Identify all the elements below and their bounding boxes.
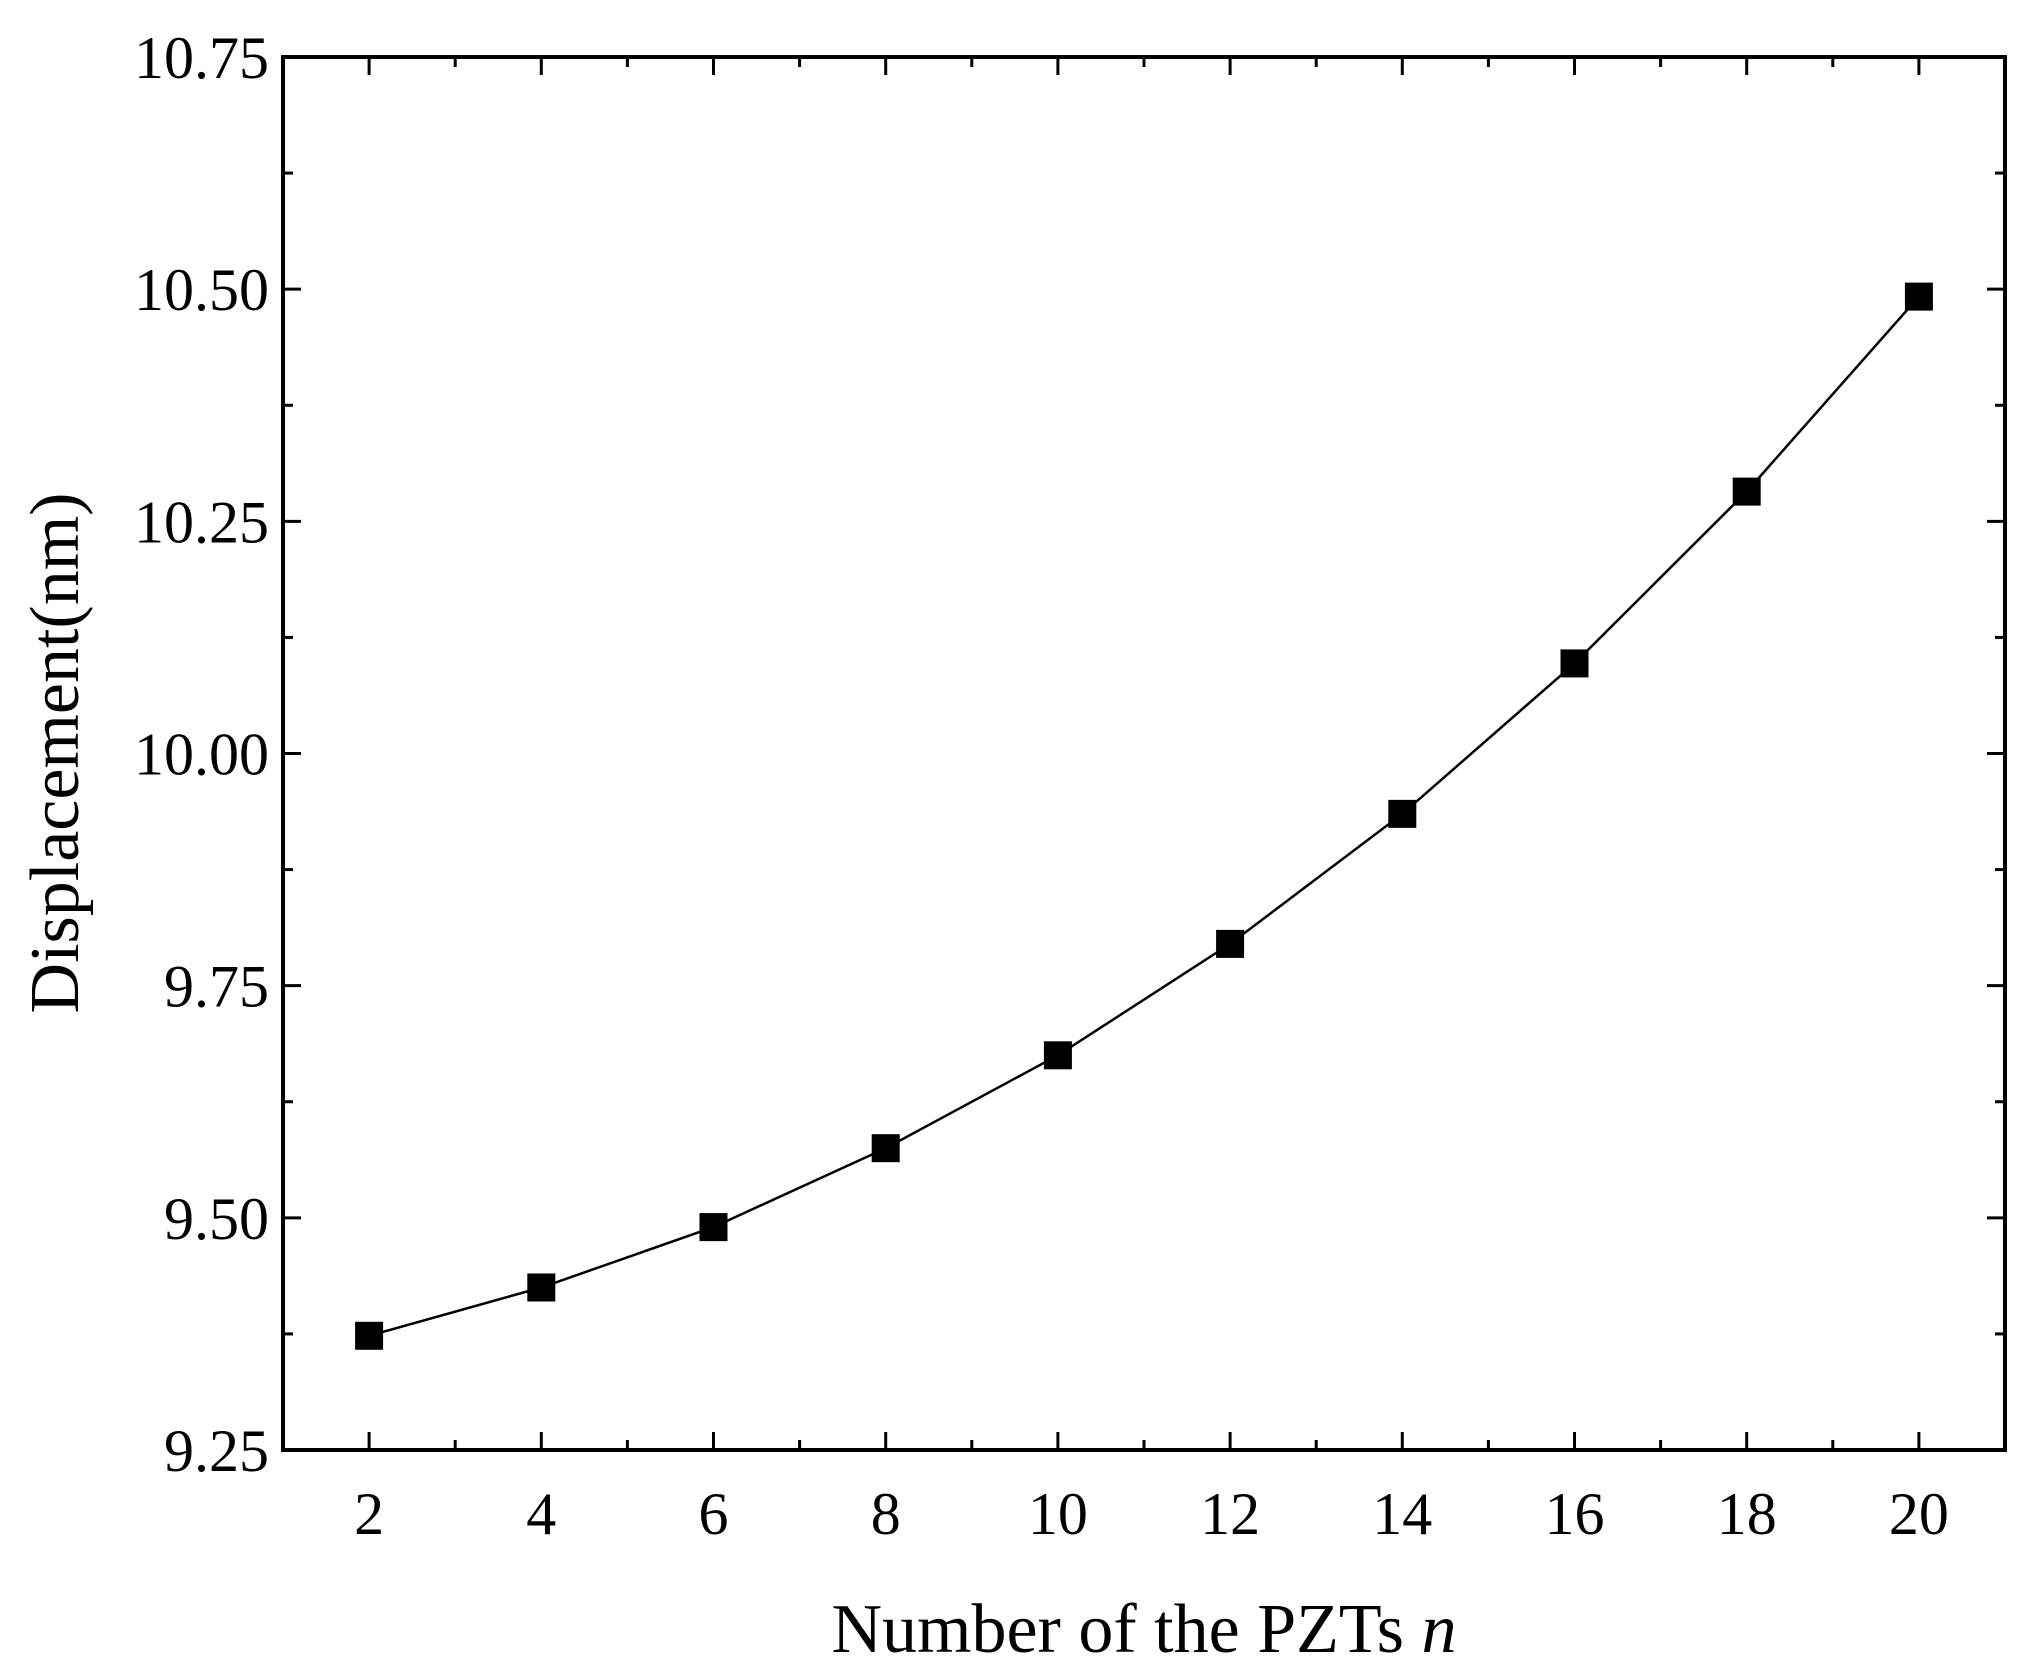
data-point-marker xyxy=(871,1134,900,1163)
x-tick-label: 20 xyxy=(1889,1481,1949,1547)
x-tick-label: 2 xyxy=(354,1481,384,1547)
x-axis-variable: n xyxy=(1422,1591,1457,1668)
y-tick-label: 9.50 xyxy=(164,1186,269,1252)
x-tick-label: 12 xyxy=(1200,1481,1260,1547)
series-line xyxy=(368,295,1920,1338)
data-point-marker xyxy=(1732,477,1761,506)
x-tick-label: 16 xyxy=(1545,1481,1605,1547)
data-point-marker xyxy=(1043,1041,1072,1070)
tick-labels: 2 4 6 8 10 12 14 16 18 20 9.25 9.50 9.75 10.00 10.25 10… xyxy=(134,25,1949,1547)
series-markers xyxy=(355,282,1933,1350)
x-tick-label: 10 xyxy=(1028,1481,1088,1547)
y-tick-label: 10.75 xyxy=(134,25,269,91)
x-tick-label: 6 xyxy=(699,1481,729,1547)
y-tick-label: 9.25 xyxy=(164,1418,269,1484)
x-tick-label: 8 xyxy=(871,1481,901,1547)
axis-ticks xyxy=(281,55,2007,1452)
x-axis-title-text: Number of the PZTs xyxy=(831,1591,1404,1668)
x-axis-title: Number of the PZTs n xyxy=(831,1591,1456,1668)
x-tick-label: 14 xyxy=(1372,1481,1432,1547)
plot-frame xyxy=(281,55,2007,1452)
data-point-marker xyxy=(527,1273,556,1302)
data-point-marker xyxy=(1560,649,1589,678)
x-tick-label: 4 xyxy=(526,1481,556,1547)
y-tick-label: 10.00 xyxy=(134,722,269,788)
y-tick-label: 9.75 xyxy=(164,954,269,1020)
data-point-marker xyxy=(1904,282,1933,311)
y-tick-label: 10.50 xyxy=(134,257,269,323)
x-tick-label: 18 xyxy=(1717,1481,1777,1547)
y-tick-label: 10.25 xyxy=(134,489,269,555)
data-point-marker xyxy=(1388,799,1417,828)
data-point-marker xyxy=(699,1213,728,1242)
y-axis-title: Displacement(nm) xyxy=(17,493,94,1014)
data-point-marker xyxy=(1216,929,1245,958)
data-point-marker xyxy=(355,1321,384,1350)
